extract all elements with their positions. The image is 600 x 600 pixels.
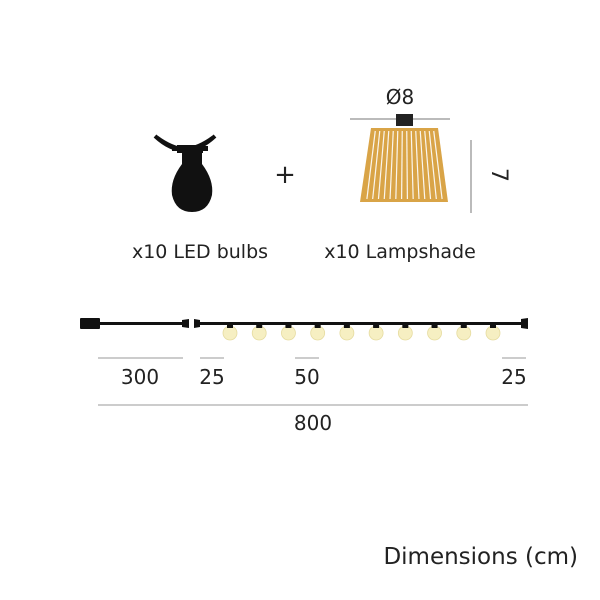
segment-spacing-length: 50 — [294, 365, 319, 389]
string-bulb — [397, 324, 413, 341]
string-bulb — [339, 324, 355, 341]
lampshade-icon — [350, 114, 450, 202]
dimensions-caption: Dimensions (cm) — [383, 544, 578, 570]
segment-start-length: 25 — [199, 365, 224, 389]
segment-lead-length: 300 — [121, 365, 159, 389]
string-bulb — [485, 324, 501, 341]
bulb-label: x10 LED bulbs — [132, 241, 268, 263]
string-bulb — [251, 324, 267, 341]
string-light-diagram — [80, 318, 528, 341]
plug-connector — [80, 318, 100, 329]
segment-end-length: 25 — [501, 365, 526, 389]
string-bulb — [456, 324, 472, 341]
total-length: 800 — [294, 411, 332, 435]
plus-sign: + — [274, 160, 296, 190]
string-bulb — [368, 324, 384, 341]
lampshade-label: x10 Lampshade — [324, 241, 476, 263]
lampshade-diameter: Ø8 — [386, 85, 414, 109]
string-bulb — [281, 324, 296, 341]
string-bulb — [222, 324, 238, 341]
lampshade-height: 7 — [486, 168, 511, 182]
string-bulb — [427, 324, 442, 341]
led-bulb-icon — [153, 134, 217, 212]
string-bulb — [310, 324, 326, 341]
